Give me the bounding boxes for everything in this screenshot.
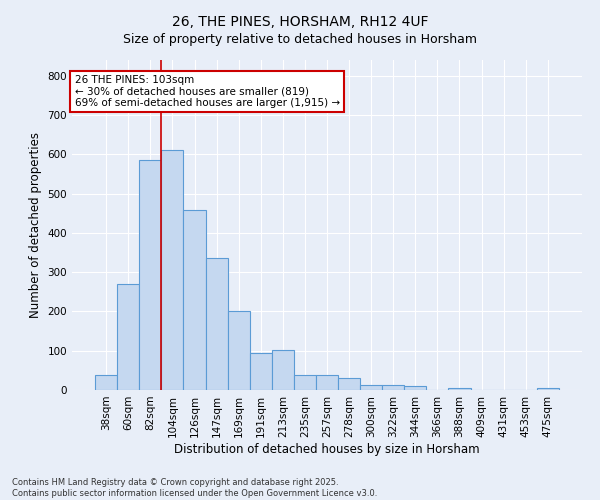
- Bar: [227, 310, 250, 390]
- Bar: [382, 384, 404, 390]
- Bar: [448, 388, 470, 390]
- Bar: [206, 258, 227, 390]
- Bar: [117, 284, 139, 390]
- Bar: [95, 376, 117, 390]
- Text: Contains HM Land Registry data © Crown copyright and database right 2025.
Contai: Contains HM Land Registry data © Crown c…: [12, 478, 377, 498]
- Text: 26 THE PINES: 103sqm
← 30% of detached houses are smaller (819)
69% of semi-deta: 26 THE PINES: 103sqm ← 30% of detached h…: [74, 75, 340, 108]
- Text: 26, THE PINES, HORSHAM, RH12 4UF: 26, THE PINES, HORSHAM, RH12 4UF: [172, 15, 428, 29]
- Bar: [161, 150, 184, 390]
- Bar: [338, 378, 360, 390]
- X-axis label: Distribution of detached houses by size in Horsham: Distribution of detached houses by size …: [174, 442, 480, 456]
- Y-axis label: Number of detached properties: Number of detached properties: [29, 132, 42, 318]
- Bar: [139, 160, 161, 390]
- Bar: [404, 386, 427, 390]
- Bar: [250, 354, 272, 390]
- Text: Size of property relative to detached houses in Horsham: Size of property relative to detached ho…: [123, 32, 477, 46]
- Bar: [272, 350, 294, 390]
- Bar: [360, 384, 382, 390]
- Bar: [184, 210, 206, 390]
- Bar: [316, 376, 338, 390]
- Bar: [537, 388, 559, 390]
- Bar: [294, 376, 316, 390]
